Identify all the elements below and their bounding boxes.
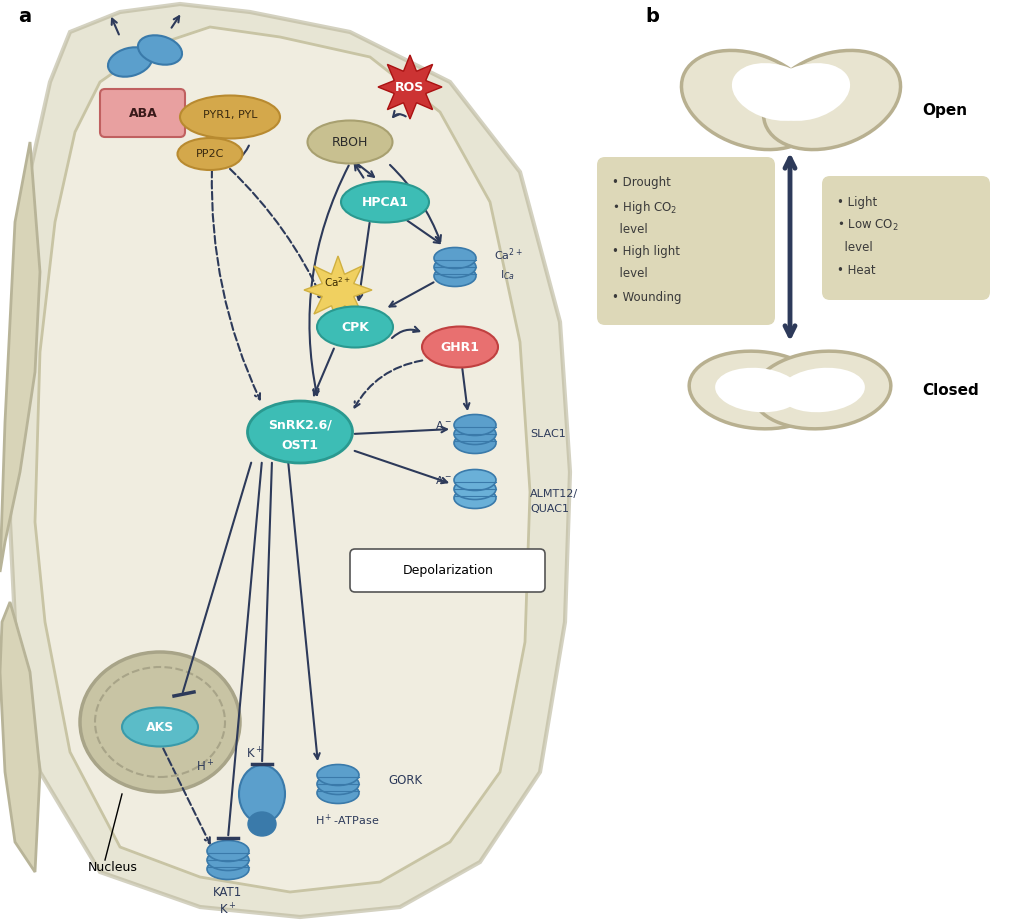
Ellipse shape xyxy=(307,121,392,163)
Ellipse shape xyxy=(422,326,498,368)
Ellipse shape xyxy=(682,51,819,149)
Ellipse shape xyxy=(341,182,429,222)
Text: • Light: • Light xyxy=(837,195,877,208)
Ellipse shape xyxy=(763,51,901,149)
Ellipse shape xyxy=(753,351,890,429)
Text: Nucleus: Nucleus xyxy=(88,860,138,873)
Polygon shape xyxy=(0,142,40,572)
Text: QUAC1: QUAC1 xyxy=(530,504,569,514)
Text: b: b xyxy=(645,7,659,27)
FancyBboxPatch shape xyxy=(597,157,775,325)
Polygon shape xyxy=(304,256,372,324)
Text: SnRK2.6/: SnRK2.6/ xyxy=(268,419,332,431)
Text: • High light: • High light xyxy=(612,244,680,257)
Polygon shape xyxy=(10,4,570,917)
Ellipse shape xyxy=(454,423,496,444)
Text: Closed: Closed xyxy=(922,383,979,397)
Ellipse shape xyxy=(178,138,242,170)
Text: K$^+$: K$^+$ xyxy=(246,746,264,762)
Ellipse shape xyxy=(207,849,249,870)
Text: GHR1: GHR1 xyxy=(441,340,480,353)
Text: • High CO$_2$: • High CO$_2$ xyxy=(612,198,678,216)
Text: A$^-$: A$^-$ xyxy=(435,474,452,486)
Text: Depolarization: Depolarization xyxy=(403,563,493,576)
Ellipse shape xyxy=(317,306,393,348)
Text: OST1: OST1 xyxy=(281,439,318,452)
FancyBboxPatch shape xyxy=(822,176,990,300)
Text: AKS: AKS xyxy=(146,720,175,734)
Ellipse shape xyxy=(108,47,152,77)
Text: H$^+$: H$^+$ xyxy=(196,760,215,774)
Text: KAT1: KAT1 xyxy=(214,885,242,899)
Ellipse shape xyxy=(317,774,359,795)
Text: RBOH: RBOH xyxy=(332,136,369,148)
Ellipse shape xyxy=(180,96,280,138)
Text: ABA: ABA xyxy=(128,107,157,120)
Text: Ca$^{2+}$: Ca$^{2+}$ xyxy=(325,275,351,289)
Text: A$^-$: A$^-$ xyxy=(435,419,452,431)
Ellipse shape xyxy=(689,351,827,429)
Text: H$^+$-ATPase: H$^+$-ATPase xyxy=(315,812,379,828)
Text: • Drought: • Drought xyxy=(612,175,671,188)
Text: PYR1, PYL: PYR1, PYL xyxy=(202,110,257,120)
Text: Ca$^{2+}$: Ca$^{2+}$ xyxy=(494,247,523,264)
Polygon shape xyxy=(378,55,442,119)
Ellipse shape xyxy=(434,247,476,268)
Text: ALMT12/: ALMT12/ xyxy=(530,489,578,499)
Ellipse shape xyxy=(732,63,819,121)
Text: K$^+$: K$^+$ xyxy=(220,903,236,917)
Text: CPK: CPK xyxy=(341,321,369,334)
Text: a: a xyxy=(18,7,32,27)
Text: Open: Open xyxy=(922,102,967,117)
Text: • Heat: • Heat xyxy=(837,264,876,277)
Ellipse shape xyxy=(454,432,496,454)
Polygon shape xyxy=(35,27,530,892)
Text: ROS: ROS xyxy=(395,80,424,93)
Text: level: level xyxy=(612,266,648,279)
Ellipse shape xyxy=(207,841,249,861)
Ellipse shape xyxy=(248,812,276,836)
Ellipse shape xyxy=(454,488,496,509)
Ellipse shape xyxy=(248,401,352,463)
Ellipse shape xyxy=(239,765,286,823)
Ellipse shape xyxy=(454,415,496,435)
Ellipse shape xyxy=(207,858,249,880)
Text: GORK: GORK xyxy=(388,774,422,786)
Ellipse shape xyxy=(764,63,850,121)
Ellipse shape xyxy=(80,652,240,792)
Ellipse shape xyxy=(317,764,359,786)
Text: • Wounding: • Wounding xyxy=(612,290,682,303)
Text: SLAC1: SLAC1 xyxy=(530,429,566,439)
Ellipse shape xyxy=(138,35,182,65)
Ellipse shape xyxy=(434,266,476,287)
FancyBboxPatch shape xyxy=(350,549,545,592)
Text: I$_{Ca}$: I$_{Ca}$ xyxy=(500,268,516,282)
Text: • Low CO$_2$: • Low CO$_2$ xyxy=(837,218,899,232)
Ellipse shape xyxy=(454,479,496,500)
FancyBboxPatch shape xyxy=(100,89,185,137)
Text: HPCA1: HPCA1 xyxy=(362,195,409,208)
Ellipse shape xyxy=(434,256,476,278)
Ellipse shape xyxy=(779,368,865,412)
Text: PP2C: PP2C xyxy=(196,149,224,159)
Ellipse shape xyxy=(454,469,496,491)
Ellipse shape xyxy=(317,783,359,803)
Ellipse shape xyxy=(715,368,801,412)
Text: level: level xyxy=(612,222,648,235)
Ellipse shape xyxy=(122,707,198,747)
Polygon shape xyxy=(0,602,40,872)
Text: level: level xyxy=(837,241,873,254)
